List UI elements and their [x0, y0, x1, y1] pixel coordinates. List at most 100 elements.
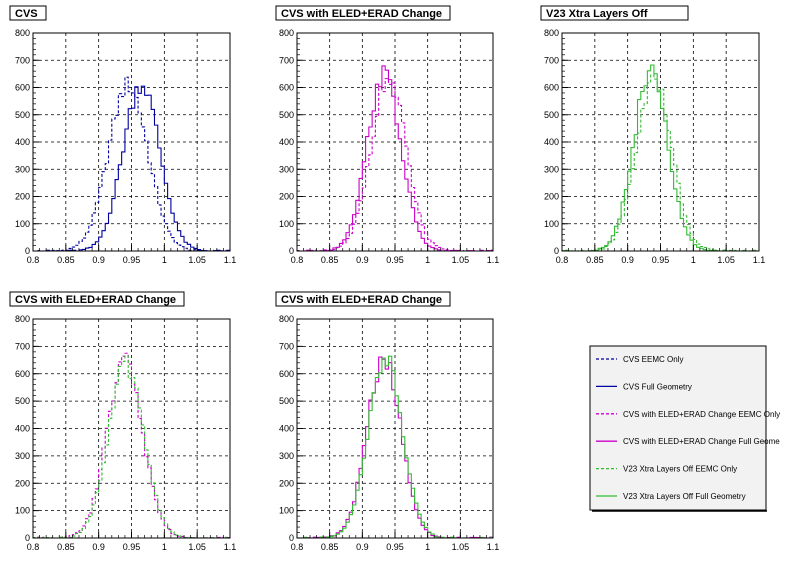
histogram-series-2	[562, 64, 759, 252]
x-tick-label: 1	[162, 255, 167, 265]
chart-title-box	[9, 5, 47, 21]
x-tick-label: 1	[425, 542, 430, 552]
x-tick-label: 0.95	[123, 255, 141, 265]
x-tick-label: 1	[162, 542, 167, 552]
x-tick-label: 0.8	[291, 542, 304, 552]
chart-title: CVS	[15, 8, 38, 20]
chart-title: V23 Xtra Layers Off	[546, 8, 648, 20]
y-tick-label: 0	[289, 533, 294, 543]
y-tick-label: 200	[544, 192, 559, 202]
y-tick-label: 600	[279, 83, 294, 93]
legend-entry-label: CVS with ELED+ERAD Change EEMC Only	[623, 410, 780, 419]
x-tick-label: 0.9	[621, 255, 634, 265]
x-tick-label: 0.9	[356, 255, 369, 265]
x-tick-label: 0.95	[386, 542, 404, 552]
y-tick-label: 600	[15, 369, 30, 379]
x-tick-label: 0.85	[321, 255, 339, 265]
y-tick-label: 0	[25, 533, 30, 543]
y-tick-label: 800	[15, 28, 30, 38]
legend: CVS EEMC Only CVS Full Geometry CVS with E…	[589, 345, 780, 512]
x-tick-label: 0.8	[27, 542, 40, 552]
y-tick-label: 400	[279, 137, 294, 147]
x-tick-label: 0.8	[556, 255, 569, 265]
x-tick-label: 0.95	[652, 255, 670, 265]
y-tick-label: 800	[15, 314, 30, 324]
y-tick-label: 100	[15, 506, 30, 516]
x-tick-label: 0.95	[123, 542, 141, 552]
chart-panel-2: CVS with ELED+ERAD Change 0.8 0.85 0.9 0.95 1…	[275, 5, 500, 265]
y-tick-label: 500	[544, 110, 559, 120]
x-tick-label: 1.05	[452, 542, 470, 552]
x-tick-label: 0.85	[57, 542, 75, 552]
x-tick-label: 0.8	[291, 255, 304, 265]
legend-entry-label: CVS EEMC Only	[623, 355, 683, 364]
y-tick-label: 100	[15, 219, 30, 229]
y-tick-label: 800	[544, 28, 559, 38]
y-tick-label: 300	[279, 451, 294, 461]
y-tick-label: 300	[279, 164, 294, 174]
chart-panel-5: CVS with ELED+ERAD Change 0.8 0.85 0.9 0.95 1…	[275, 291, 500, 552]
x-tick-label: 0.85	[321, 542, 339, 552]
y-tick-label: 500	[279, 396, 294, 406]
x-tick-label: 1.1	[753, 255, 766, 265]
y-tick-label: 200	[279, 478, 294, 488]
y-tick-label: 400	[15, 137, 30, 147]
x-tick-label: 0.9	[92, 542, 105, 552]
y-tick-label: 100	[279, 506, 294, 516]
y-tick-label: 600	[544, 83, 559, 93]
chart-title-box	[275, 5, 451, 21]
chart-panel-3: V23 Xtra Layers Off 0.8 0.85 0.9 0.95 1 1.05 1.…	[540, 5, 766, 265]
x-tick-label: 1.1	[487, 255, 500, 265]
chart-title-box	[9, 291, 185, 307]
y-tick-label: 400	[279, 424, 294, 434]
chart-title: CVS with ELED+ERAD Change	[15, 294, 176, 306]
legend-entry-label: V23 Xtra Layers Off EEMC Only	[623, 465, 737, 474]
x-tick-label: 0.85	[586, 255, 604, 265]
y-tick-label: 200	[15, 192, 30, 202]
legend-box	[589, 345, 767, 511]
x-tick-label: 1.1	[487, 542, 500, 552]
x-tick-label: 1.05	[452, 255, 470, 265]
y-tick-label: 400	[544, 137, 559, 147]
chart-panel-4: CVS with ELED+ERAD Change 0.8 0.85 0.9 0.95 1…	[9, 291, 237, 552]
x-tick-label: 1.1	[224, 542, 237, 552]
y-tick-label: 200	[15, 478, 30, 488]
y-tick-label: 0	[25, 246, 30, 256]
legend-entry-label: V23 Xtra Layers Off Full Geometry	[623, 492, 746, 501]
x-tick-label: 1.05	[188, 255, 206, 265]
x-tick-label: 1	[425, 255, 430, 265]
y-tick-label: 500	[15, 110, 30, 120]
y-tick-label: 100	[279, 219, 294, 229]
y-tick-label: 600	[279, 369, 294, 379]
y-tick-label: 700	[279, 341, 294, 351]
y-tick-label: 200	[279, 192, 294, 202]
y-tick-label: 400	[15, 424, 30, 434]
y-tick-label: 800	[279, 314, 294, 324]
x-tick-label: 1.05	[717, 255, 735, 265]
y-tick-label: 300	[15, 451, 30, 461]
x-tick-label: 0.95	[386, 255, 404, 265]
chart-panel-1: CVS 0.8 0.85 0.9 0.95 1 1.05 1.1 0 100 200 300 400 50…	[9, 5, 237, 265]
x-tick-label: 1	[691, 255, 696, 265]
chart-title: CVS with ELED+ERAD Change	[281, 8, 442, 20]
y-tick-label: 700	[15, 55, 30, 65]
y-tick-label: 300	[544, 164, 559, 174]
x-tick-label: 0.85	[57, 255, 75, 265]
chart-title-box	[275, 291, 451, 307]
x-tick-label: 0.9	[356, 542, 369, 552]
legend-entry-label: CVS with ELED+ERAD Change Full Geome	[623, 437, 780, 446]
y-tick-label: 700	[279, 55, 294, 65]
y-tick-label: 700	[15, 341, 30, 351]
y-tick-label: 100	[544, 219, 559, 229]
x-tick-label: 1.05	[188, 542, 206, 552]
x-tick-label: 0.8	[27, 255, 40, 265]
y-tick-label: 500	[15, 396, 30, 406]
x-tick-label: 1.1	[224, 255, 237, 265]
y-tick-label: 500	[279, 110, 294, 120]
y-tick-label: 0	[554, 246, 559, 256]
chart-title-box	[540, 5, 689, 21]
y-tick-label: 300	[15, 164, 30, 174]
y-tick-label: 700	[544, 55, 559, 65]
y-tick-label: 600	[15, 83, 30, 93]
